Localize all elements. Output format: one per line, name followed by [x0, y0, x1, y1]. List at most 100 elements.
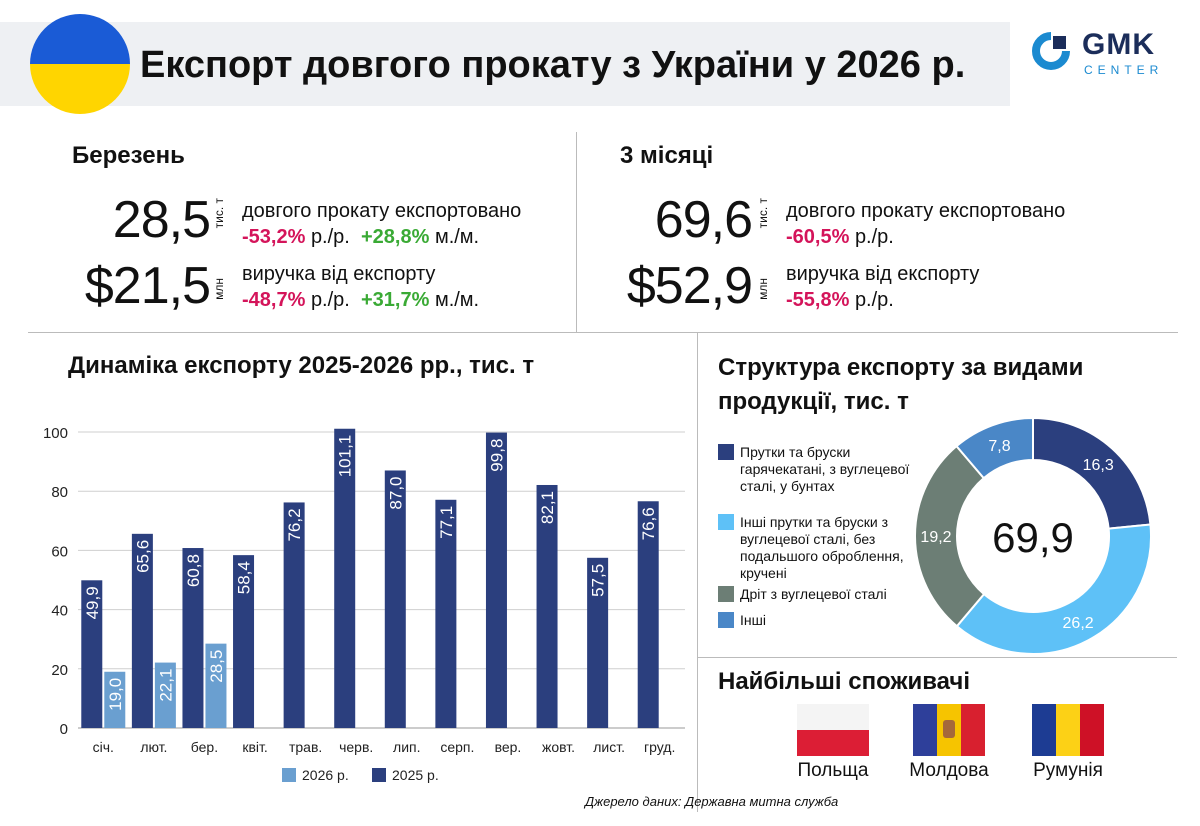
bar-2025	[131, 533, 153, 728]
march-volume: 28,5	[112, 191, 211, 249]
three-months-volume-changes: -60,5% р./р.	[786, 226, 894, 249]
three-months-revenue-changes: -55,8% р./р.	[786, 289, 894, 312]
donut-legend-item: Прутки та бруски гарячекатані, з вуглеце…	[718, 444, 913, 495]
page-title: Експорт довгого прокату з України у 2026…	[140, 44, 966, 86]
bar-2026-label: 22,1	[156, 669, 175, 702]
consumer-label: Румунія	[1033, 760, 1103, 781]
y-tick-label: 40	[51, 603, 68, 620]
three-months-volume-yoy: -60,5%	[786, 226, 850, 248]
mom-label: м./м.	[434, 226, 480, 248]
x-tick-label: вер.	[495, 739, 522, 755]
march-volume-yoy: -53,2%	[242, 226, 306, 248]
bar-2025	[637, 501, 659, 728]
x-tick-label: груд.	[644, 739, 675, 755]
x-tick-label: лют.	[140, 739, 167, 755]
logo-sub-text: CENTER	[1084, 63, 1164, 77]
moldova-flag-icon	[913, 704, 985, 756]
bar-2025	[334, 428, 356, 728]
march-volume-mom: +28,8%	[360, 226, 430, 248]
bar-2026-label: 19,0	[106, 678, 125, 711]
bar-2025-label: 65,6	[133, 540, 152, 573]
bar-2025-label: 99,8	[487, 439, 506, 472]
consumer-label: Молдова	[909, 760, 989, 781]
chart-divider	[697, 332, 698, 812]
legend-swatch	[718, 612, 734, 628]
donut-slice	[955, 523, 1152, 655]
x-tick-label: жовт.	[542, 739, 575, 755]
legend-swatch-2026	[282, 768, 296, 782]
bar-2026	[205, 643, 227, 728]
donut-legend-item: Інші	[718, 612, 913, 629]
yoy-label: р./р.	[854, 289, 894, 311]
march-revenue: $21,5	[84, 257, 211, 315]
legend-label: Інші прутки та бруски з вуглецевої сталі…	[740, 514, 904, 581]
march-volume-desc: довгого прокату експортовано	[242, 200, 522, 222]
bar-2025	[81, 580, 103, 728]
yoy-label: р./р.	[310, 226, 350, 248]
donut-legend-item: Дріт з вуглецевої сталі	[718, 586, 913, 603]
x-tick-label: лист.	[593, 739, 625, 755]
kpi-divider	[576, 132, 577, 332]
donut-total: 69,9	[992, 514, 1074, 561]
x-tick-label: січ.	[93, 739, 114, 755]
donut-title-line-2: продукції, тис. т	[718, 388, 909, 415]
x-tick-label: трав.	[289, 739, 322, 755]
mom-label: м./м.	[434, 289, 480, 311]
romania-flag-icon	[1032, 704, 1104, 756]
bar-chart: 0 20 40 60 80 100 49,9 19,0 січ. 65,6 22,1 лют. 60,8…	[43, 425, 685, 783]
legend-swatch	[718, 514, 734, 530]
march-revenue-desc: виручка від експорту	[242, 263, 436, 285]
march-title: Березень	[72, 142, 185, 169]
three-months-volume-unit: тис. т	[756, 198, 770, 229]
yoy-label: р./р.	[854, 226, 894, 248]
bar-2025-label: 101,1	[336, 435, 355, 478]
gmk-logo: GMK CENTER	[1030, 28, 1180, 88]
x-tick-label: лип.	[393, 739, 420, 755]
march-revenue-mom: +31,7%	[360, 289, 430, 311]
legend-label-2026: 2026 р.	[302, 767, 349, 783]
donut-slice-label: 16,3	[1083, 457, 1114, 474]
ukraine-flag-icon	[30, 14, 130, 114]
bar-2025	[536, 484, 558, 728]
march-revenue-changes: -48,7% р./р. +31,7% м./м.	[242, 289, 479, 312]
march-volume-unit: тис. т	[212, 198, 226, 229]
x-tick-label: черв.	[339, 739, 373, 755]
three-months-title: 3 місяці	[620, 142, 714, 169]
x-tick-label: серп.	[440, 739, 474, 755]
bar-chart-title: Динаміка експорту 2025-2026 рр., тис. т	[68, 352, 535, 379]
donut-legend-item: Інші прутки та бруски з вуглецевої сталі…	[718, 514, 913, 582]
three-months-revenue-unit: млн	[756, 278, 770, 300]
y-tick-label: 20	[51, 662, 68, 679]
three-months-volume-desc: довгого прокату експортовано	[786, 200, 1066, 222]
bar-2025	[485, 432, 507, 728]
donut-title-line-1: Структура експорту за видами	[718, 354, 1084, 381]
bar-2025	[233, 555, 255, 728]
three-months-revenue-desc: виручка від експорту	[786, 263, 980, 285]
bar-2025	[384, 470, 406, 728]
bar-2025-label: 58,4	[235, 561, 254, 594]
poland-flag-icon	[797, 704, 869, 756]
donut-slice	[955, 416, 1034, 480]
donut-slice-label: 19,2	[920, 529, 951, 546]
bar-2025	[435, 499, 457, 728]
bar-2026-label: 28,5	[207, 650, 226, 683]
legend-label: Дріт з вуглецевої сталі	[740, 586, 887, 602]
bar-2025	[182, 548, 204, 728]
bar-2025-label: 77,1	[437, 506, 456, 539]
donut-chart: 16,3 26,2 19,2 7,8 69,9	[914, 416, 1152, 655]
legend-swatch	[718, 586, 734, 602]
bar-2025-label: 82,1	[538, 491, 557, 524]
legend-swatch	[718, 444, 734, 460]
bar-2025-label: 49,9	[83, 586, 102, 619]
bar-2025	[283, 502, 305, 728]
march-revenue-yoy: -48,7%	[242, 289, 306, 311]
bar-2025-label: 87,0	[386, 476, 405, 509]
gmk-logo-icon	[1032, 32, 1070, 70]
bar-2025-label: 60,8	[184, 554, 203, 587]
y-tick-label: 0	[60, 721, 68, 738]
bar-2025-label: 76,2	[285, 508, 304, 541]
yoy-label: р./р.	[310, 289, 350, 311]
legend-label: Інші	[740, 612, 766, 628]
y-tick-label: 80	[51, 484, 68, 501]
legend-label-2025: 2025 р.	[392, 767, 439, 783]
